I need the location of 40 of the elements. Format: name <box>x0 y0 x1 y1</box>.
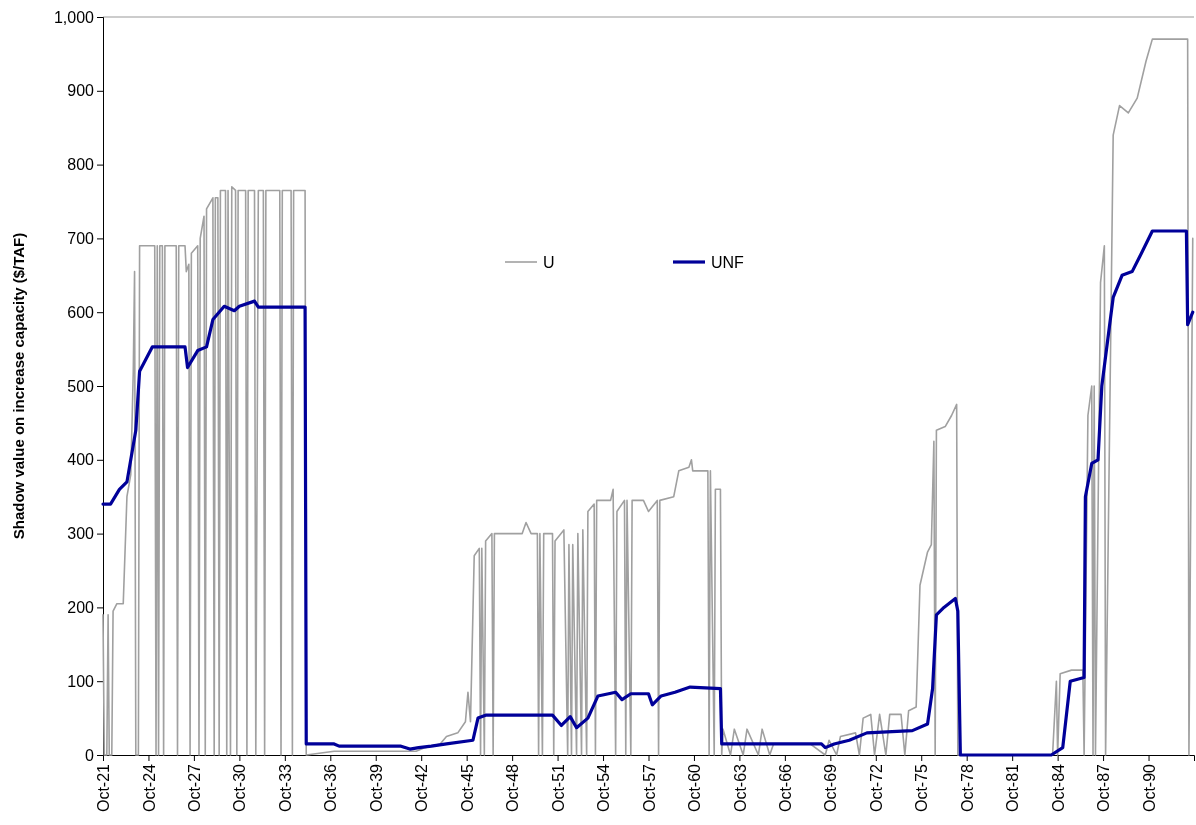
x-tick-label: Oct-87 <box>1095 763 1113 813</box>
x-tick-label: Oct-69 <box>822 763 840 813</box>
x-tick-label: Oct-27 <box>186 763 203 813</box>
x-tick-label: Oct-63 <box>731 763 749 813</box>
y-tick-label: 600 <box>67 303 95 321</box>
x-tick-label: Oct-30 <box>231 763 249 813</box>
x-tick-label: Oct-42 <box>413 763 431 813</box>
x-tick-label: Oct-75 <box>913 763 931 813</box>
y-tick-label: 900 <box>67 82 95 100</box>
y-tick-label: 200 <box>67 599 95 617</box>
line-series <box>101 229 1195 757</box>
x-tick-label: Oct-57 <box>640 763 658 813</box>
y-tick-label: 400 <box>67 451 95 469</box>
x-tick-label: Oct-78 <box>958 763 976 813</box>
x-tick-label: Oct-33 <box>276 763 294 813</box>
line-series <box>102 38 1194 756</box>
y-tick-label: 500 <box>67 377 95 395</box>
x-tick-label: Oct-48 <box>504 763 522 813</box>
y-tick-label: 700 <box>67 230 95 248</box>
x-tick-label: Oct-66 <box>776 763 794 813</box>
x-tick-label: Oct-84 <box>1049 763 1067 813</box>
y-tick-label: 1,000 <box>53 8 95 26</box>
y-tick-label: 300 <box>67 525 95 543</box>
legend-label: U <box>543 253 555 271</box>
x-tick-label: Oct-60 <box>686 763 704 813</box>
x-tick-label: Oct-72 <box>867 763 885 813</box>
x-tick-label: Oct-51 <box>549 763 567 813</box>
y-axis-title: Shadow value on increase capacity ($/TAF) <box>10 232 27 540</box>
x-tick-label: Oct-90 <box>1140 763 1158 813</box>
x-tick-label: Oct-81 <box>1004 763 1022 813</box>
x-tick-label: Oct-54 <box>595 763 613 813</box>
x-tick-label: Oct-39 <box>367 763 385 813</box>
x-tick-label: Oct-24 <box>140 763 158 813</box>
x-tick-label: Oct-36 <box>322 763 340 813</box>
y-tick-label: 100 <box>67 672 95 690</box>
x-tick-label: Oct-21 <box>95 763 113 813</box>
legend-label: UNF <box>711 253 745 271</box>
y-tick-label: 800 <box>67 156 95 174</box>
x-tick-label: Oct-45 <box>458 763 476 813</box>
y-tick-label: 0 <box>85 746 95 764</box>
